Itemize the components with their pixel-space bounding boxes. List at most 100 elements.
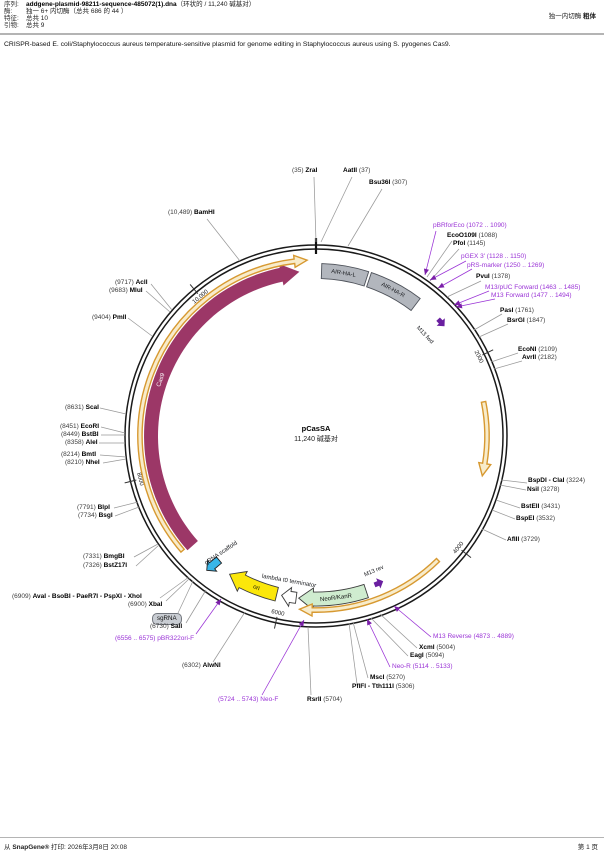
tick-label-2000: 2000 [473,350,485,365]
footer-printed-by: 从 SnapGene® 打印: 2026年3月8日 20:08 [4,841,127,851]
enzyme-leader-13 [478,323,509,338]
enzyme-leader-15 [493,360,523,370]
feature-cas9 [144,264,300,551]
enzyme-leader-6 [429,248,460,282]
enzyme-leader-14 [490,352,519,363]
feature-label-cas9: Cas9 [156,372,167,388]
tick-8000 [124,479,137,484]
primer-arrow-tip-21 [394,606,401,612]
enzyme-leader-0 [313,176,317,243]
enzyme-leader-45 [145,290,171,313]
enzyme-summary: 独一 6+ 内切酶（总共 686 的 44 ） [26,7,128,15]
feature-air-ha-r [366,272,421,312]
enzyme-leader-17 [499,484,527,491]
footer-divider [0,837,604,838]
tick-label-8000: 8000 [135,472,144,487]
feature-air-ha-l [320,263,370,287]
feature-orange-left [137,254,309,554]
primer-leader-24 [366,618,391,668]
footer-page-number: 第 1 页 [577,844,598,851]
enzyme-leader-1 [320,176,353,243]
features-count: 总共 10 [26,14,49,22]
primer-arrow-tip-7 [430,274,437,280]
primer-leader-21 [393,605,432,638]
primer-leader-7 [429,260,467,281]
plasmid-description: CRISPR-based E. coli/Staphylococcus aure… [4,41,451,48]
enzyme-leader-36 [114,506,140,517]
sequence-filename: addgene-plasmid-98211-sequence-485072(1)… [26,1,177,8]
header-divider [0,33,604,35]
enzyme-leader-38 [102,458,127,464]
m13-rev-label: M13 rev [363,565,385,579]
header-features-row: 特征: 总共 10 [4,14,255,23]
enzyme-leader-18 [495,499,521,509]
feature-m13-fwd-arrow [436,317,445,327]
feature-m13-rev-arrow [373,578,384,589]
header-primers-row: 引物: 总共 9 [4,21,255,30]
enzyme-leader-3 [206,218,241,262]
tick-2000 [482,349,494,356]
enzyme-leader-37 [113,501,139,509]
primer-arrow-tip-11 [456,303,463,309]
enzyme-leader-39 [99,454,127,458]
enzyme-leader-29 [212,611,246,663]
tick-10,000 [189,284,199,295]
enzyme-leader-9 [446,280,482,298]
footer-pre: 从 [4,844,13,851]
feature-label-ori: ori [252,584,260,592]
sequence-label: 序列: [4,1,19,8]
enzyme-leader-33 [159,576,190,599]
enzyme-leader-2 [347,188,383,247]
enzyme-leader-5 [426,240,453,278]
enzyme-leader-16 [500,479,528,484]
enzyme-leader-19 [491,509,516,520]
tick-6000 [273,616,278,629]
enzyme-leader-43 [99,407,127,415]
feature-orange-bottom [297,557,441,618]
grna-scaffold-arrow-icon [206,556,223,572]
plasmid-backbone-ring-1 [128,248,504,624]
sequence-suffix: （环状的 / 11,240 碱基对） [176,1,256,8]
enzyme-leader-35 [133,543,159,558]
enzyme-label: 酶: [4,7,13,15]
enzyme-leader-26 [348,622,358,685]
enzyme-leader-32 [165,577,191,602]
tick-label-6000: 6000 [271,609,286,618]
tick-label-4000: 4000 [452,540,465,555]
primer-leader-30 [195,598,222,635]
header-enzyme-row: 酶: 独一 6+ 内切酶（总共 686 的 44 ） [4,7,255,16]
enzyme-leader-44 [127,317,153,337]
primer-arrow-tip-10 [454,300,461,306]
enzyme-leader-22 [379,613,418,649]
enzyme-leader-27 [307,626,312,696]
feature-lambda-t0-arrow [280,586,298,608]
primer-leader-4 [424,230,437,276]
enzyme-leader-46 [150,283,173,311]
primer-arrow-tip-4 [423,268,429,275]
primer-arrow-tip-8 [438,282,445,288]
primer-leader-8 [437,268,473,289]
primer-arrow-tip-30 [215,599,221,606]
legend-text: 独一内切酶 [548,13,582,20]
enzyme-leader-42 [100,426,126,434]
primer-arrow-tip-28 [298,620,304,627]
legend-bold-text: 粗体 [583,13,596,20]
unique-cutters-legend: 独一内切酶 粗体 [549,10,596,20]
tick-4000 [461,549,472,558]
m13-fwd-label: M13 fwd [415,325,434,345]
primer-leader-11 [455,298,496,308]
enzyme-leader-25 [352,621,369,679]
primers-label: 引物: [4,21,19,29]
feature-neor-kanr [297,583,369,611]
file-header: 序列: addgene-plasmid-98211-sequence-485072… [4,1,256,30]
enzyme-leader-31 [185,589,207,624]
primer-leader-28 [261,619,305,696]
features-label: 特征: [4,14,19,22]
enzyme-leader-20 [481,528,507,541]
primers-count: 总共 9 [26,21,45,29]
feature-ori [228,570,279,602]
footer-timestamp: 打印: 2026年3月8日 20:08 [49,844,127,851]
sgrna-leader-line [177,580,194,614]
